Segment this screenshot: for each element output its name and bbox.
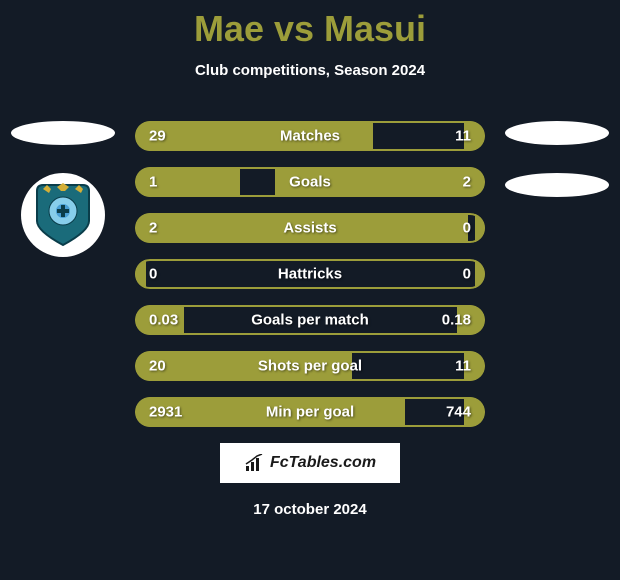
stat-row: 1 Goals 2 xyxy=(135,167,485,197)
stat-value-left: 0 xyxy=(149,266,157,283)
page-subtitle: Club competitions, Season 2024 xyxy=(0,62,620,79)
stat-row: 2 Assists 0 xyxy=(135,213,485,243)
stat-row: 0 Hattricks 0 xyxy=(135,259,485,289)
footer-brand-logo[interactable]: FcTables.com xyxy=(220,443,400,483)
date-label: 17 october 2024 xyxy=(0,501,620,518)
stat-label: Min per goal xyxy=(266,404,354,421)
stat-label: Hattricks xyxy=(278,266,342,283)
stat-value-left: 2931 xyxy=(149,404,182,421)
page-title: Mae vs Masui xyxy=(0,8,620,50)
stat-label: Goals per match xyxy=(251,312,369,329)
stat-value-right: 0 xyxy=(463,266,471,283)
right-team-logo-2 xyxy=(505,173,609,197)
stat-value-right: 11 xyxy=(455,358,471,375)
stat-bar-left xyxy=(135,259,146,289)
stats-container: 29Matches111Goals22Assists00Hattricks00.… xyxy=(135,121,485,427)
stat-label: Shots per goal xyxy=(258,358,362,375)
right-player-column xyxy=(502,121,612,197)
stat-value-left: 0.03 xyxy=(149,312,178,329)
stat-label: Assists xyxy=(283,220,336,237)
stat-value-right: 0 xyxy=(463,220,471,237)
stat-bar-right xyxy=(475,213,486,243)
stat-row: 0.03 Goals per match 0.18 xyxy=(135,305,485,335)
stat-label: Matches xyxy=(280,128,340,145)
left-club-logo xyxy=(21,173,105,257)
stat-row: 20 Shots per goal 11 xyxy=(135,351,485,381)
right-team-logo-1 xyxy=(505,121,609,145)
stat-label: Goals xyxy=(289,174,331,191)
left-team-logo-1 xyxy=(11,121,115,145)
stat-value-right: 2 xyxy=(463,174,471,191)
stat-row: 29 Matches 11 xyxy=(135,121,485,151)
footer-brand-text: FcTables.com xyxy=(270,454,376,472)
chart-icon xyxy=(244,454,264,472)
stat-value-right: 744 xyxy=(446,404,471,421)
stat-value-right: 0.18 xyxy=(442,312,471,329)
stat-row: 2931 Min per goal 744 xyxy=(135,397,485,427)
stat-value-left: 20 xyxy=(149,358,166,375)
left-player-column xyxy=(8,121,118,257)
stat-value-left: 1 xyxy=(149,174,157,191)
stat-value-right: 11 xyxy=(455,128,471,145)
stat-bar-right xyxy=(475,259,486,289)
stat-value-left: 2 xyxy=(149,220,157,237)
club-emblem-icon xyxy=(35,183,91,247)
stat-value-left: 29 xyxy=(149,128,166,145)
